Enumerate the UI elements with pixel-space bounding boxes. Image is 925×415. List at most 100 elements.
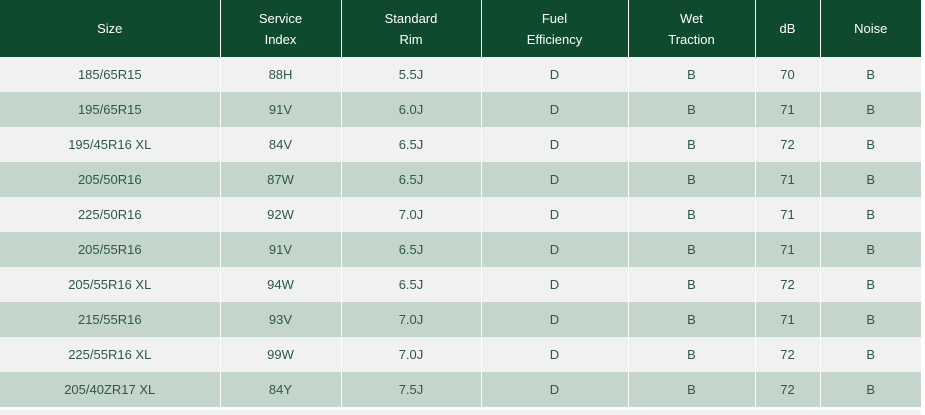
cell-fuel-efficiency: D bbox=[481, 127, 629, 162]
header-fuel-efficiency-line-1: Fuel bbox=[541, 10, 568, 26]
cell-standard-rim: 6.5J bbox=[341, 267, 482, 302]
cell-standard-rim: 6.0J bbox=[341, 92, 482, 127]
cell-db: 70 bbox=[755, 57, 821, 92]
table-row: 185/65R15 88H 5.5J D B 70 B bbox=[0, 57, 921, 92]
cell-standard-rim: 7.0J bbox=[341, 337, 482, 372]
header-standard-rim-line-2: Rim bbox=[399, 31, 423, 47]
header-size: Size bbox=[0, 0, 221, 57]
cell-db: 72 bbox=[755, 372, 821, 407]
table-row: 205/55R16 XL 94W 6.5J D B 72 B bbox=[0, 267, 921, 302]
table-row: 225/50R16 92W 7.0J D B 71 B bbox=[0, 197, 921, 232]
header-standard-rim: Standard Rim bbox=[341, 0, 482, 57]
cell-wet-traction: B bbox=[628, 302, 756, 337]
cell-noise: B bbox=[820, 197, 921, 232]
cell-service-index: 92W bbox=[220, 197, 342, 232]
cell-wet-traction: B bbox=[628, 57, 756, 92]
page-right-margin bbox=[921, 0, 925, 415]
cell-standard-rim: 7.0J bbox=[341, 197, 482, 232]
cell-fuel-efficiency: D bbox=[481, 337, 629, 372]
cell-standard-rim: 6.5J bbox=[341, 127, 482, 162]
header-standard-rim-line-1: Standard bbox=[384, 10, 438, 26]
cell-db: 72 bbox=[755, 127, 821, 162]
cell-fuel-efficiency: D bbox=[481, 92, 629, 127]
cell-size: 195/45R16 XL bbox=[0, 127, 221, 162]
cell-size: 195/65R15 bbox=[0, 92, 221, 127]
table-header: Size Service Index Standard Rim Fuel Effici… bbox=[0, 0, 921, 57]
cell-service-index: 84Y bbox=[220, 372, 342, 407]
table-row: 205/40ZR17 XL 84Y 7.5J D B 72 B bbox=[0, 372, 921, 407]
cell-fuel-efficiency: D bbox=[481, 197, 629, 232]
header-row: Size Service Index Standard Rim Fuel Effici… bbox=[0, 0, 921, 57]
cell-size: 215/55R16 bbox=[0, 302, 221, 337]
table-row: 225/55R16 XL 99W 7.0J D B 72 B bbox=[0, 337, 921, 372]
cell-service-index: 87W bbox=[220, 162, 342, 197]
header-db-line-1: dB bbox=[779, 21, 796, 36]
cell-wet-traction: B bbox=[628, 197, 756, 232]
header-noise: Noise bbox=[820, 0, 921, 57]
cell-wet-traction: B bbox=[628, 372, 756, 407]
cell-wet-traction: B bbox=[628, 162, 756, 197]
table-row: 195/45R16 XL 84V 6.5J D B 72 B bbox=[0, 127, 921, 162]
cell-size: 225/50R16 bbox=[0, 197, 221, 232]
table-row: 215/55R16 93V 7.0J D B 71 B bbox=[0, 302, 921, 337]
header-noise-line-1: Noise bbox=[854, 21, 888, 36]
cell-wet-traction: B bbox=[628, 267, 756, 302]
header-service-index: Service Index bbox=[220, 0, 342, 57]
cell-noise: B bbox=[820, 267, 921, 302]
cell-fuel-efficiency: D bbox=[481, 57, 629, 92]
cell-noise: B bbox=[820, 302, 921, 337]
cell-db: 71 bbox=[755, 162, 821, 197]
table-body: 185/65R15 88H 5.5J D B 70 B 195/65R15 91… bbox=[0, 57, 921, 407]
header-size-line-1: Size bbox=[97, 21, 123, 36]
table-row: 205/50R16 87W 6.5J D B 71 B bbox=[0, 162, 921, 197]
table-row: 205/55R16 91V 6.5J D B 71 B bbox=[0, 232, 921, 267]
cell-noise: B bbox=[820, 162, 921, 197]
cell-noise: B bbox=[820, 92, 921, 127]
cell-service-index: 84V bbox=[220, 127, 342, 162]
cell-wet-traction: B bbox=[628, 127, 756, 162]
cell-db: 71 bbox=[755, 302, 821, 337]
cell-noise: B bbox=[820, 337, 921, 372]
cell-wet-traction: B bbox=[628, 232, 756, 267]
cell-size: 205/55R16 XL bbox=[0, 267, 221, 302]
cell-service-index: 88H bbox=[220, 57, 342, 92]
cell-service-index: 91V bbox=[220, 92, 342, 127]
cell-size: 205/40ZR17 XL bbox=[0, 372, 221, 407]
cell-fuel-efficiency: D bbox=[481, 232, 629, 267]
cell-noise: B bbox=[820, 232, 921, 267]
cell-noise: B bbox=[820, 57, 921, 92]
cell-size: 205/55R16 bbox=[0, 232, 221, 267]
cell-standard-rim: 7.5J bbox=[341, 372, 482, 407]
cell-size: 225/55R16 XL bbox=[0, 337, 221, 372]
tyre-spec-table: Size Service Index Standard Rim Fuel Effici… bbox=[0, 0, 921, 407]
cell-db: 72 bbox=[755, 337, 821, 372]
cell-service-index: 91V bbox=[220, 232, 342, 267]
table-row: 195/65R15 91V 6.0J D B 71 B bbox=[0, 92, 921, 127]
header-wet-traction: Wet Traction bbox=[628, 0, 756, 57]
header-wet-traction-line-1: Wet bbox=[680, 10, 703, 26]
cell-db: 71 bbox=[755, 197, 821, 232]
cell-fuel-efficiency: D bbox=[481, 162, 629, 197]
header-wet-traction-line-2: Traction bbox=[668, 31, 715, 47]
cell-noise: B bbox=[820, 372, 921, 407]
header-fuel-efficiency-line-2: Efficiency bbox=[526, 31, 583, 47]
cell-size: 185/65R15 bbox=[0, 57, 221, 92]
header-service-index-line-2: Index bbox=[264, 31, 297, 47]
cell-service-index: 93V bbox=[220, 302, 342, 337]
header-fuel-efficiency: Fuel Efficiency bbox=[481, 0, 629, 57]
cell-standard-rim: 7.0J bbox=[341, 302, 482, 337]
cell-fuel-efficiency: D bbox=[481, 267, 629, 302]
cell-standard-rim: 6.5J bbox=[341, 232, 482, 267]
cell-noise: B bbox=[820, 127, 921, 162]
cell-standard-rim: 5.5J bbox=[341, 57, 482, 92]
table-bottom-strip bbox=[0, 410, 921, 415]
cell-size: 205/50R16 bbox=[0, 162, 221, 197]
cell-fuel-efficiency: D bbox=[481, 302, 629, 337]
cell-standard-rim: 6.5J bbox=[341, 162, 482, 197]
cell-wet-traction: B bbox=[628, 92, 756, 127]
cell-service-index: 99W bbox=[220, 337, 342, 372]
cell-wet-traction: B bbox=[628, 337, 756, 372]
cell-service-index: 94W bbox=[220, 267, 342, 302]
cell-db: 72 bbox=[755, 267, 821, 302]
